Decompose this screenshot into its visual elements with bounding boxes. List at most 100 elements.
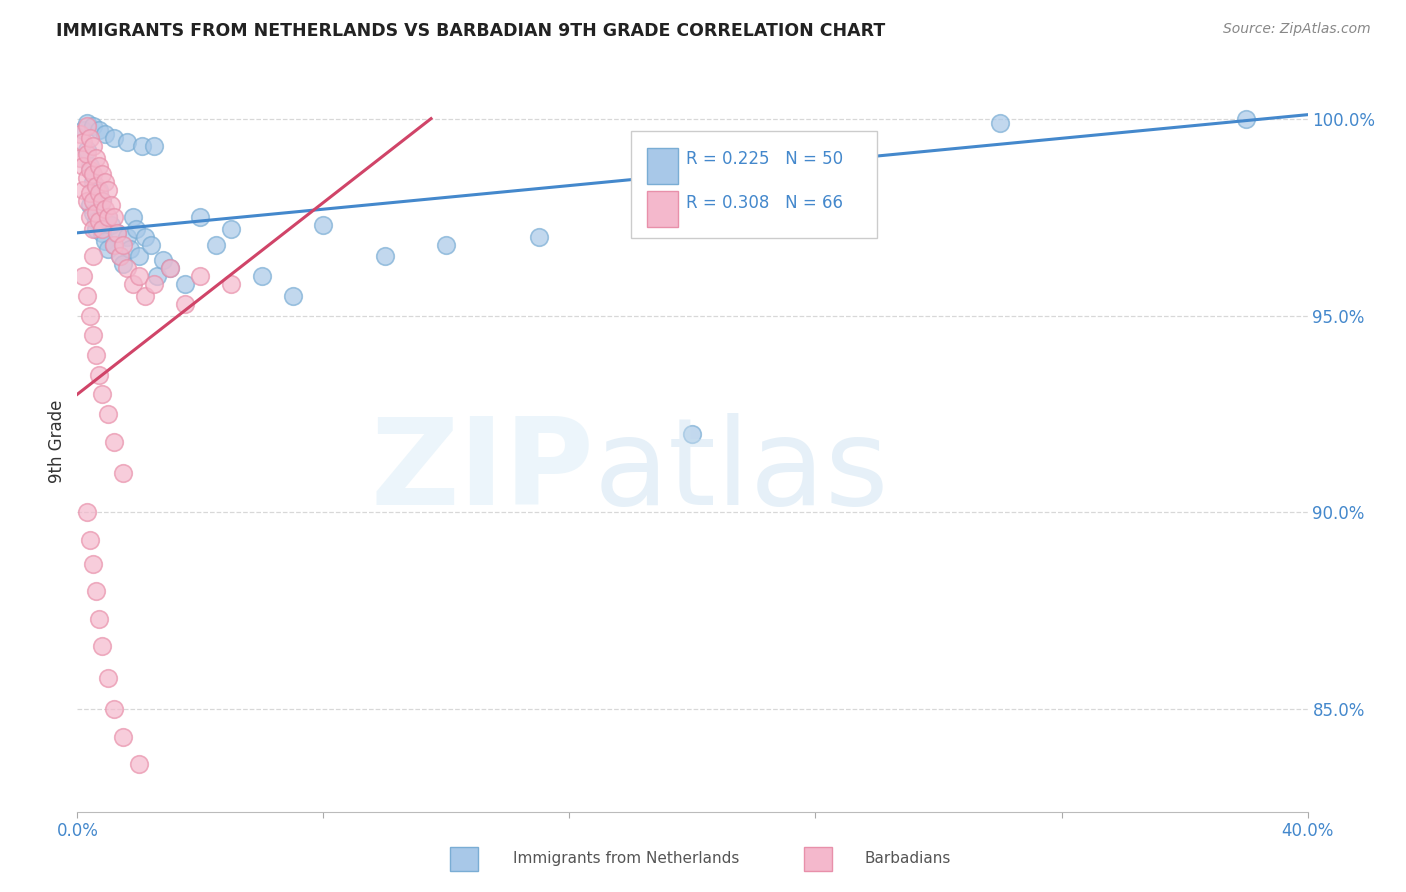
FancyBboxPatch shape	[647, 148, 678, 184]
Point	[159, 261, 181, 276]
Point	[219, 222, 242, 236]
Point	[76, 147, 98, 161]
Point	[90, 640, 114, 654]
Point	[112, 730, 135, 744]
FancyBboxPatch shape	[647, 191, 678, 227]
Point	[143, 277, 166, 291]
Point	[97, 182, 120, 196]
Point	[97, 242, 120, 256]
Point	[112, 466, 135, 480]
Point	[281, 289, 304, 303]
Point	[97, 210, 120, 224]
Text: ZIP: ZIP	[370, 413, 595, 530]
Point	[79, 159, 101, 173]
Point	[118, 242, 141, 256]
Point	[84, 214, 107, 228]
Point	[100, 198, 122, 212]
Point	[94, 202, 117, 217]
Point	[131, 139, 153, 153]
Point	[204, 237, 226, 252]
Point	[87, 368, 110, 382]
Point	[90, 222, 114, 236]
Point	[87, 182, 110, 196]
Point	[146, 269, 169, 284]
Point	[79, 131, 101, 145]
Point	[374, 250, 396, 264]
Point	[84, 222, 107, 236]
Point	[82, 557, 104, 571]
Point	[79, 186, 101, 201]
Point	[82, 167, 104, 181]
Point	[188, 210, 212, 224]
Point	[103, 131, 125, 145]
Point	[134, 229, 156, 244]
Point	[84, 178, 107, 193]
Point	[90, 226, 114, 240]
Point	[87, 123, 110, 137]
Text: R = 0.308   N = 66: R = 0.308 N = 66	[686, 194, 844, 211]
Point	[84, 584, 107, 599]
Point	[110, 250, 132, 264]
Point	[134, 289, 156, 303]
Point	[82, 328, 104, 343]
Point	[79, 309, 101, 323]
Point	[82, 139, 104, 153]
Point	[76, 194, 98, 209]
Point	[84, 348, 107, 362]
Point	[682, 426, 704, 441]
Point	[988, 115, 1011, 129]
Point	[72, 135, 94, 149]
Point	[79, 533, 101, 547]
Point	[90, 194, 114, 209]
FancyBboxPatch shape	[804, 847, 832, 871]
Point	[72, 123, 94, 137]
Text: Barbadians: Barbadians	[865, 852, 950, 866]
Point	[152, 253, 174, 268]
Point	[250, 269, 273, 284]
Point	[103, 702, 125, 716]
Point	[121, 210, 143, 224]
Point	[82, 194, 104, 209]
Point	[90, 194, 114, 209]
Text: R = 0.225   N = 50: R = 0.225 N = 50	[686, 150, 844, 168]
Point	[76, 143, 98, 157]
Point	[174, 277, 197, 291]
Point	[90, 387, 114, 401]
Point	[112, 237, 135, 252]
Point	[115, 261, 138, 276]
Point	[79, 162, 101, 177]
Point	[121, 277, 143, 291]
Point	[100, 218, 122, 232]
FancyBboxPatch shape	[631, 130, 877, 238]
Point	[128, 269, 150, 284]
Point	[115, 135, 138, 149]
Text: IMMIGRANTS FROM NETHERLANDS VS BARBADIAN 9TH GRADE CORRELATION CHART: IMMIGRANTS FROM NETHERLANDS VS BARBADIAN…	[56, 22, 886, 40]
Point	[72, 159, 94, 173]
Point	[76, 170, 98, 185]
Point	[72, 269, 94, 284]
Point	[94, 234, 117, 248]
Point	[128, 757, 150, 772]
Point	[105, 226, 128, 240]
Point	[174, 296, 197, 310]
Point	[97, 671, 120, 685]
Point	[103, 434, 125, 449]
Point	[125, 222, 148, 236]
Point	[72, 182, 94, 196]
Point	[94, 128, 117, 142]
Point	[141, 237, 163, 252]
Point	[103, 237, 125, 252]
Point	[69, 151, 91, 165]
Point	[128, 250, 150, 264]
Point	[87, 186, 110, 201]
Point	[82, 206, 104, 220]
Point	[76, 289, 98, 303]
Point	[94, 175, 117, 189]
Point	[159, 261, 181, 276]
Point	[97, 210, 120, 224]
Point	[188, 269, 212, 284]
Point	[76, 120, 98, 134]
Point	[1234, 112, 1257, 126]
Point	[436, 237, 458, 252]
Point	[143, 139, 166, 153]
